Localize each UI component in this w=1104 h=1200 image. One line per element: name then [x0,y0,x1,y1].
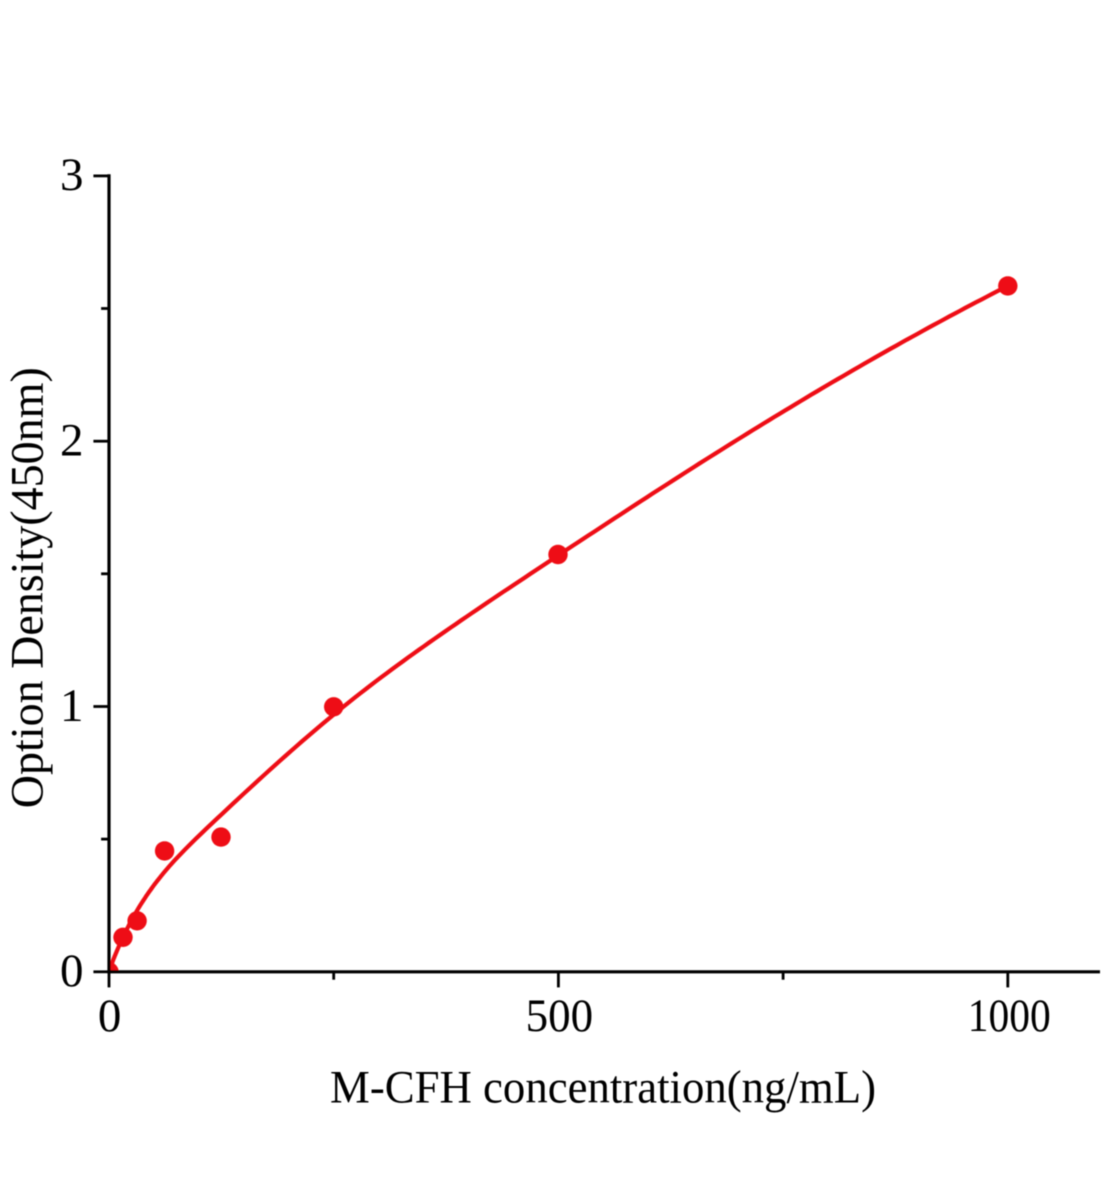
svg-text:0: 0 [98,990,122,1042]
svg-text:0: 0 [60,945,84,997]
svg-text:Option Density(450nm): Option Density(450nm) [2,367,54,808]
svg-text:1000: 1000 [968,990,1051,1042]
svg-text:M-CFH concentration(ng/mL): M-CFH concentration(ng/mL) [330,1062,876,1114]
svg-text:500: 500 [526,990,594,1042]
svg-text:1: 1 [60,680,84,732]
svg-text:3: 3 [60,149,84,201]
svg-text:2: 2 [60,415,84,467]
